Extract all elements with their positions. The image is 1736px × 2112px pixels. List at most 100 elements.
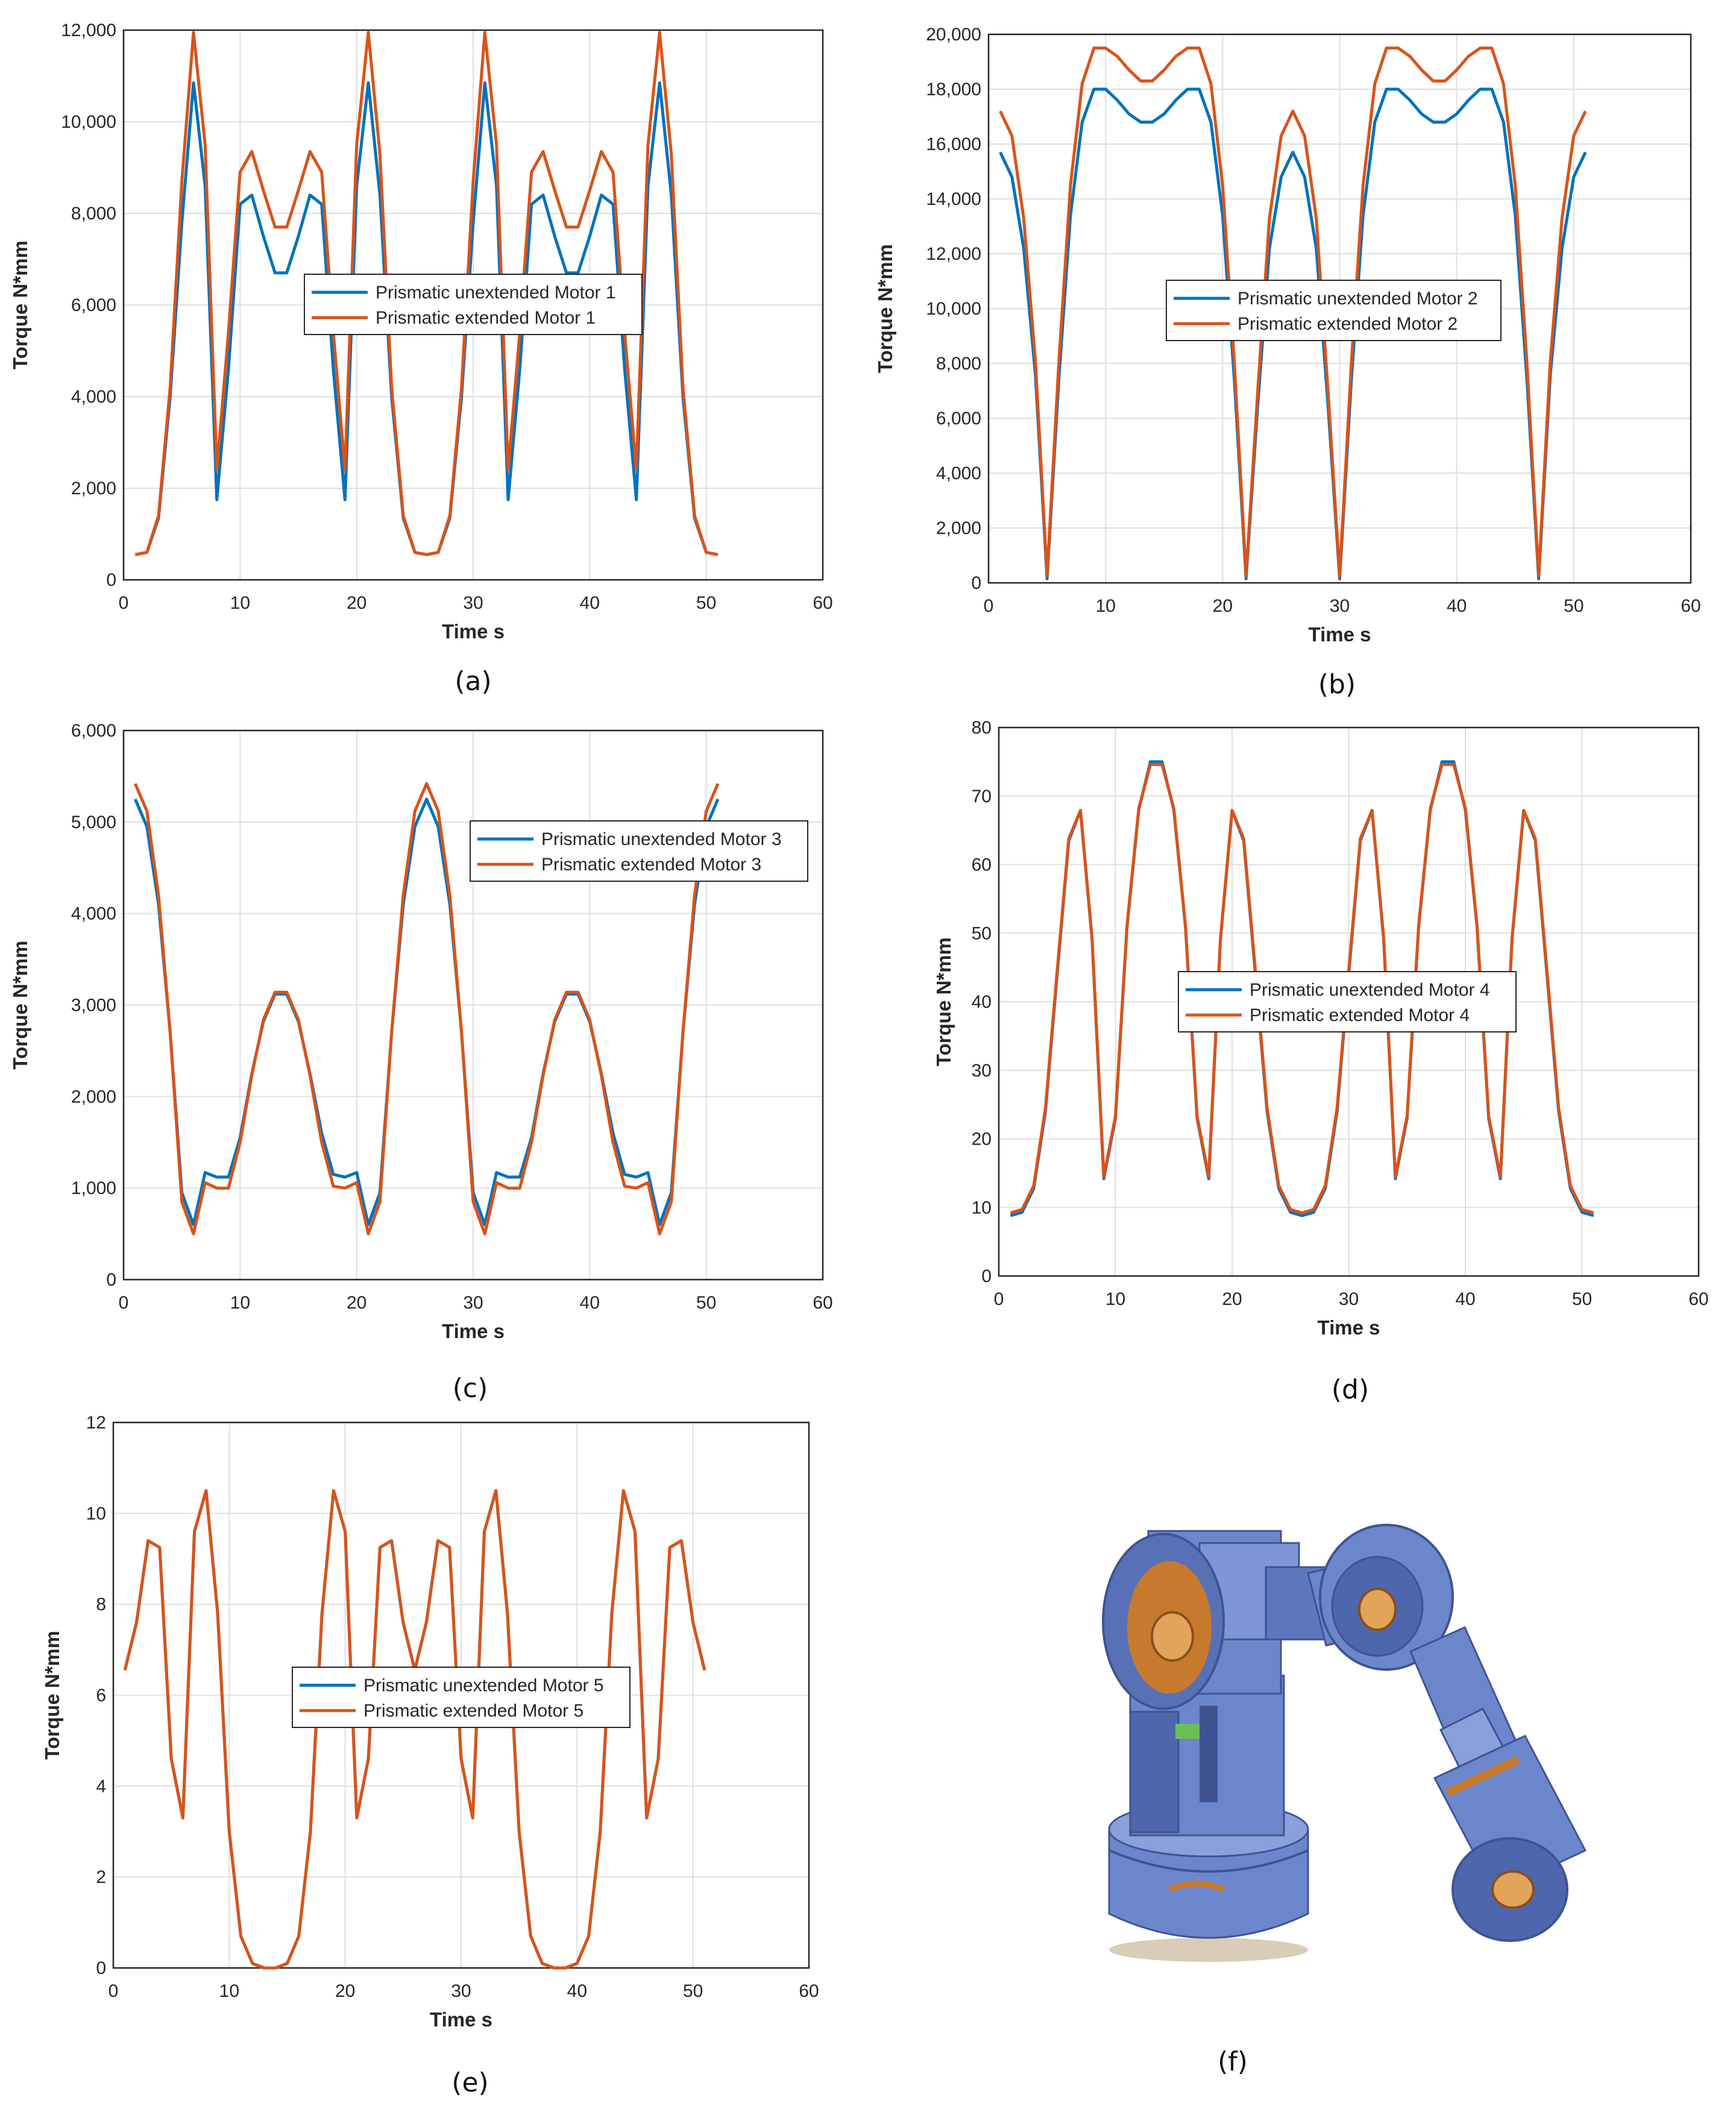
y-tick-label: 10,000 [61, 112, 116, 132]
legend-entry: Prismatic unextended Motor 2 [1238, 289, 1478, 309]
legend-entry: Prismatic unextended Motor 3 [541, 829, 782, 849]
x-tick-label: 10 [230, 593, 250, 613]
legend-box [1166, 280, 1502, 341]
x-axis-label: Time s [442, 620, 505, 643]
y-axis-label: Torque N*mm [41, 1631, 63, 1760]
x-axis-label: Time s [442, 1320, 505, 1342]
y-tick-label: 8,000 [936, 354, 981, 374]
robot-elbow-hub [1358, 1588, 1397, 1631]
x-tick-label: 20 [1213, 596, 1233, 616]
legend: Prismatic unextended Motor 3 Prismatic ex… [470, 820, 808, 882]
legend-box [470, 820, 808, 882]
x-axis-label: Time s [1318, 1316, 1380, 1339]
y-tick-label: 1,000 [71, 1178, 116, 1198]
y-tick-label: 2 [96, 1867, 106, 1887]
y-tick-label: 80 [972, 718, 992, 738]
y-tick-label: 40 [972, 992, 992, 1012]
x-tick-label: 20 [347, 1293, 366, 1313]
panel-caption-e: (e) [451, 2067, 488, 2098]
y-tick-label: 0 [981, 1266, 992, 1286]
panel-caption-d: (d) [1332, 1374, 1369, 1405]
y-tick-label: 4,000 [936, 464, 981, 483]
series-line-extended [999, 46, 1587, 578]
x-tick-label: 20 [1222, 1289, 1242, 1309]
legend: Prismatic unextended Motor 1 Prismatic ex… [304, 274, 643, 335]
chart-panel-a: 0 10 20 30 40 50 60 0 2,000 4,000 6,000 8,000 10,000… [9, 20, 833, 697]
y-tick-label: 18,000 [926, 80, 981, 99]
x-tick-label: 50 [683, 1981, 703, 2001]
x-tick-label: 40 [567, 1981, 587, 2001]
y-tick-label: 50 [972, 923, 992, 943]
x-tick-label: 20 [347, 593, 366, 613]
x-tick-label: 30 [463, 1293, 483, 1313]
legend-entry: Prismatic extended Motor 5 [363, 1701, 583, 1721]
y-tick-label: 0 [971, 573, 981, 593]
series-line-extended [134, 782, 720, 1236]
x-tick-label: 0 [984, 596, 994, 616]
y-tick-label: 0 [106, 1270, 116, 1290]
x-tick-label: 60 [799, 1981, 819, 2001]
legend-entry: Prismatic extended Motor 2 [1238, 314, 1458, 334]
y-tick-label: 4 [96, 1776, 106, 1796]
y-tick-label: 5,000 [71, 812, 116, 832]
robot-base-accent [1168, 1881, 1225, 1893]
y-tick-label: 6,000 [71, 721, 116, 741]
legend-box [304, 274, 643, 335]
series-line-unextended [999, 87, 1587, 580]
y-axis-label: Torque N*mm [874, 244, 896, 373]
y-axis-label: Torque N*mm [9, 240, 31, 369]
chart-panel-c: 0 10 20 30 40 50 60 0 1,000 2,000 3,000 4,000 5,000 6… [9, 721, 833, 1404]
legend: Prismatic unextended Motor 2 Prismatic ex… [1166, 280, 1502, 341]
y-tick-label: 6,000 [71, 295, 116, 315]
panel-caption-b: (b) [1318, 669, 1356, 700]
robot-arm-illustration [1102, 1524, 1587, 1962]
plot-frame [122, 29, 824, 581]
x-tick-label: 40 [1455, 1289, 1475, 1309]
x-tick-label: 50 [1572, 1289, 1592, 1309]
x-tick-label: 0 [994, 1289, 1004, 1309]
chart-panel-e: 0 10 20 30 40 50 60 0 2 4 6 8 10 12 Time s Torque N*mm P… [41, 1413, 819, 2098]
legend-entry: Prismatic extended Motor 4 [1250, 1005, 1470, 1025]
y-tick-label: 14,000 [926, 189, 981, 209]
robot-wrist-accent [1445, 1756, 1520, 1797]
y-tick-label: 10 [972, 1198, 992, 1218]
plot-frame [998, 726, 1700, 1277]
y-tick-label: 2,000 [71, 1087, 116, 1107]
legend: Prismatic unextended Motor 4 Prismatic ex… [1178, 971, 1517, 1032]
y-axis-label: Torque N*mm [932, 937, 955, 1066]
legend-box [1178, 971, 1517, 1032]
plot-frame [112, 1421, 810, 1969]
x-tick-label: 60 [1681, 596, 1700, 616]
x-axis-label: Time s [430, 2008, 492, 2031]
legend-box [292, 1667, 631, 1728]
panel-caption-a: (a) [454, 666, 491, 697]
legend-entry: Prismatic extended Motor 1 [376, 308, 596, 328]
plot-frame [987, 33, 1692, 584]
x-tick-label: 10 [1105, 1289, 1125, 1309]
x-tick-label: 50 [696, 593, 716, 613]
y-tick-label: 16,000 [926, 134, 981, 154]
y-tick-label: 8,000 [71, 204, 116, 224]
x-tick-label: 30 [1330, 596, 1350, 616]
x-tick-label: 10 [230, 1293, 250, 1313]
y-tick-label: 70 [972, 787, 992, 806]
x-tick-label: 60 [813, 593, 832, 613]
x-tick-label: 0 [119, 593, 129, 613]
robot-shoulder-hub [1151, 1611, 1194, 1662]
chart-panel-d: 0 10 20 30 40 50 60 0 10 20 30 40 50 60 70 80 Time s Torq… [932, 718, 1709, 1405]
charts: 0 10 20 30 40 50 6002,0004,0006,0008,00010,000… [9, 20, 1709, 2098]
x-tick-label: 0 [108, 1981, 119, 2001]
y-tick-label: 4,000 [71, 904, 116, 924]
x-tick-label: 60 [1688, 1289, 1708, 1309]
x-tick-label: 40 [580, 1293, 600, 1313]
robot-column-side [1129, 1711, 1180, 1834]
y-tick-label: 10 [86, 1504, 106, 1524]
y-tick-label: 4,000 [71, 387, 116, 407]
plot-frame [122, 729, 824, 1281]
y-tick-label: 6 [96, 1686, 106, 1706]
robot-base-shadow [1109, 1938, 1308, 1962]
panel-caption-c: (c) [453, 1373, 488, 1404]
x-tick-label: 20 [335, 1981, 355, 2001]
legend-entry: Prismatic unextended Motor 4 [1250, 980, 1490, 1000]
